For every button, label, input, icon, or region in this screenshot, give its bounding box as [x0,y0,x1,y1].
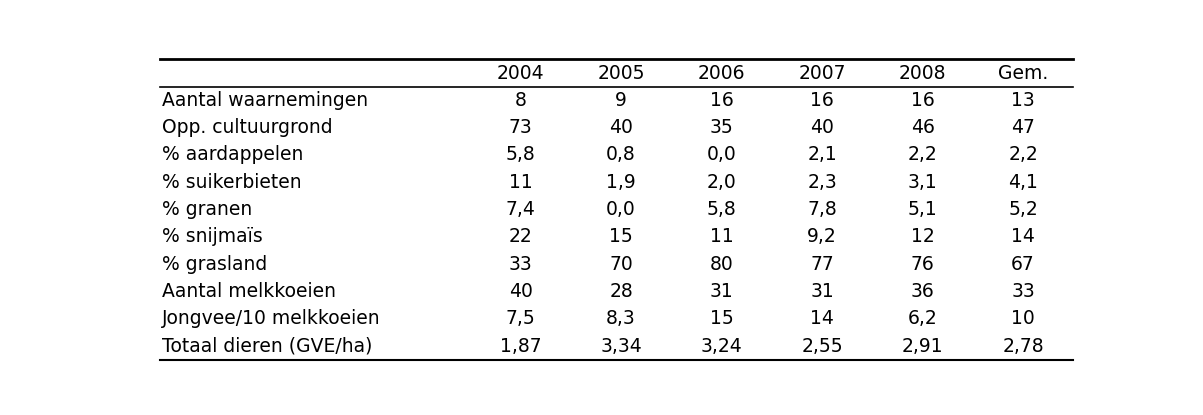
Text: 33: 33 [509,255,533,273]
Text: 13: 13 [1012,91,1035,110]
Text: 3,24: 3,24 [700,337,742,356]
Text: 16: 16 [710,91,734,110]
Text: % suikerbieten: % suikerbieten [161,173,301,192]
Text: Aantal waarnemingen: Aantal waarnemingen [161,91,368,110]
Text: 14: 14 [1012,227,1035,247]
Text: 7,5: 7,5 [505,309,535,328]
Text: 1,87: 1,87 [499,337,541,356]
Text: Aantal melkkoeien: Aantal melkkoeien [161,282,336,301]
Text: 16: 16 [911,91,935,110]
Text: 3,34: 3,34 [600,337,642,356]
Text: 2008: 2008 [899,63,947,83]
Text: 7,4: 7,4 [505,200,535,219]
Text: 12: 12 [911,227,935,247]
Text: 8: 8 [515,91,527,110]
Text: 2,78: 2,78 [1002,337,1044,356]
Text: 0,0: 0,0 [606,200,636,219]
Text: 33: 33 [1012,282,1035,301]
Text: 11: 11 [509,173,533,192]
Text: 15: 15 [609,227,633,247]
Text: Gem.: Gem. [998,63,1048,83]
Text: 40: 40 [609,118,633,137]
Text: % grasland: % grasland [161,255,267,273]
Text: 11: 11 [710,227,734,247]
Text: % aardappelen: % aardappelen [161,146,303,164]
Text: 80: 80 [710,255,734,273]
Text: 46: 46 [911,118,935,137]
Text: 28: 28 [609,282,633,301]
Text: 2,2: 2,2 [908,146,937,164]
Text: 22: 22 [509,227,533,247]
Text: 2,1: 2,1 [807,146,837,164]
Text: 70: 70 [609,255,633,273]
Text: 2,2: 2,2 [1008,146,1038,164]
Text: 5,2: 5,2 [1008,200,1038,219]
Text: Opp. cultuurgrond: Opp. cultuurgrond [161,118,332,137]
Text: % granen: % granen [161,200,251,219]
Text: 8,3: 8,3 [606,309,636,328]
Text: 2,0: 2,0 [706,173,736,192]
Text: 40: 40 [509,282,533,301]
Text: 76: 76 [911,255,935,273]
Text: 2007: 2007 [799,63,846,83]
Text: 2,3: 2,3 [807,173,837,192]
Text: 31: 31 [710,282,734,301]
Text: 35: 35 [710,118,734,137]
Text: 40: 40 [810,118,834,137]
Text: 14: 14 [810,309,834,328]
Text: 16: 16 [811,91,834,110]
Text: 0,8: 0,8 [606,146,636,164]
Text: 36: 36 [911,282,935,301]
Text: 15: 15 [710,309,734,328]
Text: 1,9: 1,9 [606,173,636,192]
Text: 5,1: 5,1 [908,200,937,219]
Text: 4,1: 4,1 [1008,173,1038,192]
Text: 5,8: 5,8 [706,200,736,219]
Text: 0,0: 0,0 [706,146,736,164]
Text: Jongvee/10 melkkoeien: Jongvee/10 melkkoeien [161,309,380,328]
Text: 77: 77 [811,255,834,273]
Text: 9: 9 [615,91,627,110]
Text: 7,8: 7,8 [807,200,837,219]
Text: 2006: 2006 [698,63,746,83]
Text: 2,55: 2,55 [801,337,843,356]
Text: 10: 10 [1012,309,1035,328]
Text: % snijmaïs: % snijmaïs [161,227,262,247]
Text: 6,2: 6,2 [908,309,937,328]
Text: 2005: 2005 [598,63,645,83]
Text: 9,2: 9,2 [807,227,837,247]
Text: 2004: 2004 [497,63,545,83]
Text: 5,8: 5,8 [505,146,535,164]
Text: 2,91: 2,91 [902,337,943,356]
Text: 67: 67 [1012,255,1035,273]
Text: Totaal dieren (GVE/ha): Totaal dieren (GVE/ha) [161,337,372,356]
Text: 3,1: 3,1 [908,173,937,192]
Text: 73: 73 [509,118,533,137]
Text: 31: 31 [811,282,834,301]
Text: 47: 47 [1012,118,1035,137]
